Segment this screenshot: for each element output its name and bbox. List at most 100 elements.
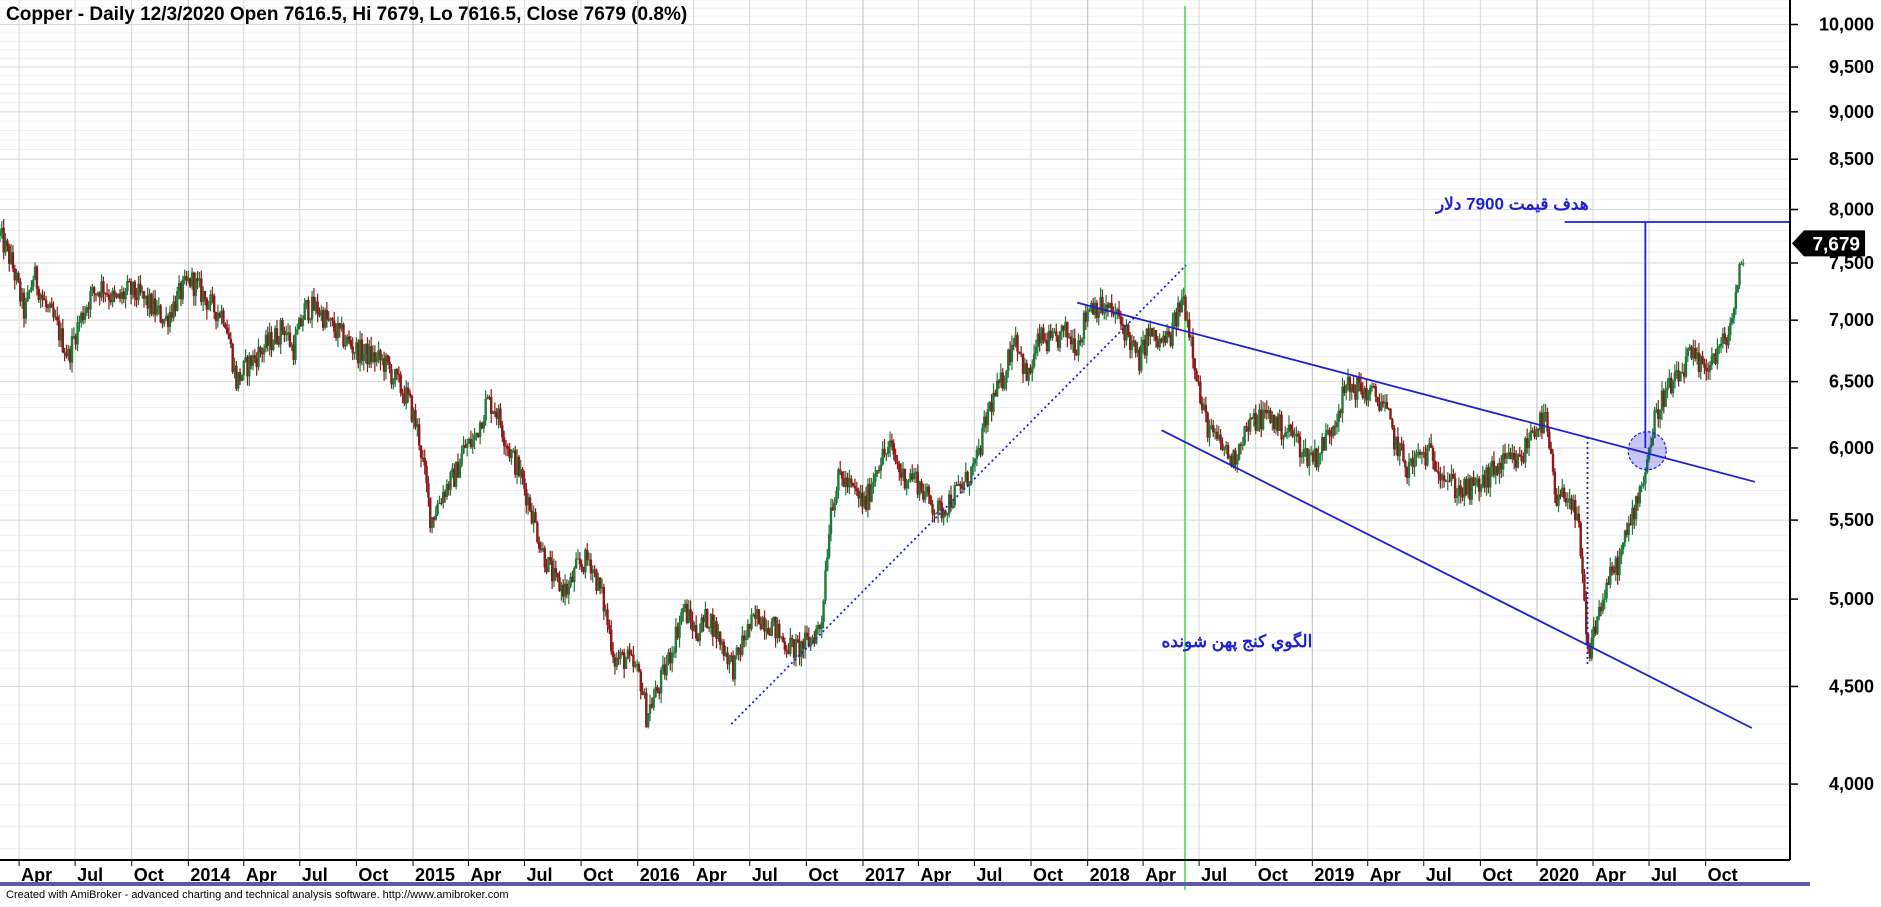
candle-body	[83, 312, 87, 320]
candle-body	[358, 339, 362, 364]
candle-body	[691, 620, 694, 631]
candle-body	[504, 445, 508, 447]
candle-body	[225, 327, 229, 334]
candle-body	[1730, 318, 1734, 324]
candle-body	[1164, 335, 1167, 343]
candle-body	[1415, 453, 1418, 457]
candle-body	[366, 343, 369, 365]
candle-body	[148, 293, 151, 309]
candle-body	[983, 416, 986, 428]
candle-body	[510, 451, 513, 459]
candle-body	[1686, 348, 1690, 357]
candle-body	[1304, 448, 1307, 450]
candle-body	[1021, 353, 1025, 374]
candle-body	[1226, 445, 1230, 459]
candle-body	[1066, 321, 1069, 338]
candle-body	[778, 623, 781, 638]
candle-body	[187, 277, 190, 281]
candle-body	[30, 287, 33, 291]
x-tick-label: Jul	[976, 865, 1002, 885]
candle-body	[672, 652, 676, 654]
candle-body	[689, 609, 692, 621]
candle-body	[706, 608, 709, 628]
candle-body	[796, 639, 799, 642]
candle-body	[1302, 449, 1305, 457]
candle-body	[1043, 340, 1047, 342]
candle-body	[567, 586, 570, 595]
candle-body	[820, 621, 823, 629]
candle-body	[1258, 409, 1261, 425]
candle-body	[1228, 456, 1232, 459]
candle-body	[733, 655, 737, 680]
candle-body	[52, 307, 55, 318]
candle-body	[613, 657, 617, 667]
candle-body	[1706, 370, 1710, 372]
candle-body	[1391, 419, 1394, 428]
candle-body	[170, 311, 173, 319]
candle-body	[1339, 410, 1342, 414]
candle-body	[586, 549, 589, 560]
candle-body	[447, 484, 450, 490]
candle-body	[1703, 363, 1706, 368]
candle-body	[59, 328, 63, 341]
candle-body	[1682, 372, 1686, 377]
candle-body	[1010, 345, 1014, 363]
candle-body	[20, 292, 24, 302]
candle-body	[1535, 428, 1538, 437]
candle-body	[1038, 333, 1041, 344]
candle-body	[905, 481, 908, 489]
candle-body	[521, 469, 524, 479]
y-tick-label: 6,500	[1829, 372, 1874, 392]
candle-body	[1252, 412, 1256, 419]
candle-body	[883, 448, 886, 455]
candle-body	[1165, 331, 1169, 343]
candle-body	[1561, 487, 1564, 497]
breakout-circle	[1627, 431, 1667, 471]
candle-body	[953, 485, 956, 506]
x-tick-label: Jul	[1201, 865, 1227, 885]
candle-body	[432, 517, 436, 520]
candle-body	[574, 558, 578, 569]
candle-body	[1088, 309, 1091, 312]
candle-body	[104, 293, 107, 295]
candle-body	[759, 624, 763, 630]
candle-body	[885, 453, 888, 455]
candle-body	[1732, 308, 1736, 319]
candle-body	[477, 432, 480, 437]
candle-body	[1176, 302, 1180, 327]
candle-body	[888, 440, 892, 447]
candle-body	[1651, 437, 1654, 446]
candle-body	[233, 365, 236, 372]
candle-body	[393, 369, 397, 381]
candle-body	[312, 296, 316, 311]
x-tick-label: 2020	[1539, 865, 1579, 885]
candle-body	[742, 635, 746, 641]
pattern-label: الگوي كنج پهن شونده	[1161, 631, 1312, 652]
candle-body	[512, 450, 515, 452]
candle-body	[1248, 417, 1252, 432]
candle-body	[272, 343, 275, 350]
candle-body	[118, 293, 122, 299]
candle-body	[462, 445, 465, 454]
x-tick-label: 2015	[415, 865, 455, 885]
candle-body	[309, 319, 312, 321]
candle-body	[1376, 396, 1379, 403]
candle-body	[887, 446, 890, 454]
candle-body	[384, 355, 388, 372]
candle-body	[597, 577, 600, 591]
candle-body	[626, 649, 630, 660]
candle-body	[1357, 377, 1361, 383]
candle-body	[1311, 452, 1315, 462]
candle-body	[1352, 384, 1355, 392]
candle-body	[1505, 455, 1509, 459]
candle-body	[970, 466, 973, 484]
candle-body	[960, 486, 964, 489]
candle-body	[1219, 434, 1222, 444]
candle-body	[951, 505, 955, 508]
candle-body	[1130, 340, 1134, 351]
candle-body	[874, 473, 877, 482]
candle-body	[855, 488, 859, 491]
candle-body	[443, 491, 447, 497]
candle-body	[789, 637, 792, 654]
candle-body	[680, 612, 683, 623]
